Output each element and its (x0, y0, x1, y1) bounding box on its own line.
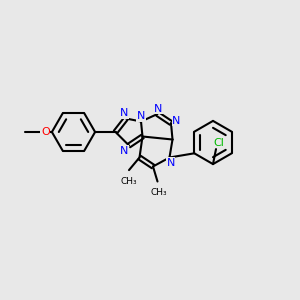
Text: CH₃: CH₃ (151, 188, 167, 197)
Text: Cl: Cl (213, 137, 224, 148)
Text: O: O (41, 127, 50, 137)
Text: CH₃: CH₃ (121, 177, 137, 186)
Text: N: N (120, 146, 129, 156)
Text: N: N (167, 158, 175, 168)
Text: N: N (154, 103, 162, 114)
Text: N: N (172, 116, 181, 126)
Text: N: N (137, 111, 145, 121)
Text: N: N (120, 108, 129, 118)
